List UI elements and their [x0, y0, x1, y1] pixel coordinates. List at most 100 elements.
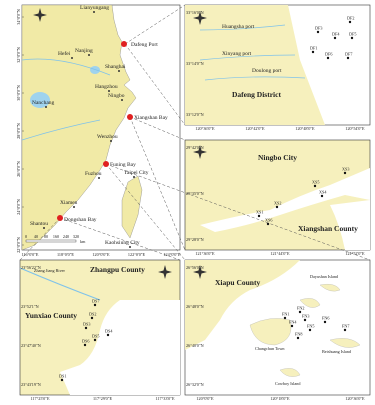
station-label: DF7 [345, 52, 352, 57]
connector [19, 217, 181, 261]
city-label: Nanchang [32, 100, 55, 106]
lat-label: 28°0'0"N [16, 123, 21, 139]
station-label: DF2 [347, 16, 354, 21]
connector [129, 116, 186, 251]
station-dot [275, 205, 279, 209]
sea [60, 300, 180, 395]
station-dot [323, 320, 327, 324]
station-dot [298, 310, 302, 314]
station-dot [83, 343, 87, 347]
city-dot [71, 57, 73, 59]
place-label: Doulong port [252, 68, 282, 74]
lat-label: 23°52'1"N [21, 304, 39, 309]
station-label: FN7 [342, 324, 349, 329]
lon-label: 120°18'0"E [270, 396, 290, 400]
lat-label: 33°14'0"N [186, 61, 204, 66]
city-dot [43, 227, 45, 229]
station-dot [308, 328, 312, 332]
station-label: FN6 [322, 316, 329, 321]
place-label: Dayushan Island [310, 274, 339, 279]
lat-label: 34°0'0"N [16, 9, 21, 25]
lon-label: 121°44'0"E [270, 251, 290, 256]
station-label: DF1 [310, 46, 317, 51]
dafeng-land [185, 5, 325, 125]
station-label: DS3 [83, 322, 90, 327]
station-dot [343, 328, 347, 332]
lon-label: 117°33'0"E [155, 396, 175, 400]
city-label: Kaohsiung City [105, 240, 140, 246]
place-label: Huangsha port [222, 24, 255, 30]
station-label: XS3 [342, 167, 349, 172]
port-label: Funing Bay [110, 162, 136, 168]
city-dot [108, 90, 110, 92]
station-label: DS1 [59, 374, 66, 379]
compass [193, 145, 207, 159]
lat-label: 26°48'0"N [186, 304, 204, 309]
station-dot [93, 338, 97, 342]
city-dot [133, 176, 135, 178]
lon-label: 117°25'0"E [30, 396, 50, 400]
station-dot [93, 303, 97, 307]
lat-label: 26°40'0"N [186, 343, 204, 348]
station-label: XS5 [312, 180, 319, 185]
place-label: Beishuang Island [322, 349, 352, 354]
city-label: Hangzhou [95, 84, 118, 90]
city-label: Xiamen [60, 200, 78, 206]
lon-label: 118°0'0"E [57, 252, 74, 257]
station-label: XS2 [274, 201, 281, 206]
lat-label: 26°32'0"N [186, 382, 204, 387]
lon-label: 120°54'0"E [345, 126, 365, 131]
place-label: Changchun Town [255, 346, 285, 351]
station-dot [257, 214, 261, 218]
connector [105, 163, 371, 261]
city-dot [118, 70, 120, 72]
lon-label: 120°42'0"E [245, 126, 265, 131]
city-dot [129, 246, 131, 248]
station-dot [106, 333, 110, 337]
station-label: FN5 [307, 324, 314, 329]
station-label: FN4 [289, 320, 297, 325]
station-dot [290, 324, 294, 328]
scale-tick: 40 [34, 234, 38, 239]
compass [193, 11, 207, 25]
sea [330, 200, 370, 250]
station-dot [84, 326, 88, 330]
river [21, 58, 111, 141]
city-label: Taipei City [124, 170, 149, 176]
station-label: DS7 [92, 299, 99, 304]
place-label: Cowboy Island [275, 381, 301, 386]
taiwan [121, 175, 143, 239]
station-dot [303, 318, 307, 322]
port-label: Dongshan Bay [64, 217, 97, 223]
xiapu-land [185, 260, 300, 350]
station-label: DS4 [105, 329, 113, 334]
city-dot [73, 206, 75, 208]
station-label: DF5 [349, 32, 356, 37]
station-dot [343, 171, 347, 175]
lat-label: 30°0'0"N [16, 85, 21, 101]
station-dot [313, 184, 317, 188]
lon-label: 120°0'0"E [196, 396, 214, 400]
city-dot [98, 177, 100, 179]
port-marker [103, 161, 109, 167]
port-marker [121, 41, 127, 47]
islands [249, 284, 361, 377]
bay-water [200, 168, 370, 232]
station-label: DS5 [92, 334, 99, 339]
lat-label: 29°28'0"N [186, 237, 204, 242]
lon-label: 121°52'0"E [345, 251, 365, 256]
station-dot [311, 50, 315, 54]
station-label: DF4 [332, 32, 340, 37]
station-dot [316, 30, 320, 34]
lon-label: 120°36'0"E [195, 126, 215, 131]
place-label: Dafeng District [232, 90, 281, 99]
city-label: Lianyungang [80, 5, 109, 11]
station-dot [333, 36, 337, 40]
place-label: Ningbo City [258, 153, 297, 162]
station-label: DS6 [82, 339, 89, 344]
station-label: XS1 [256, 210, 263, 215]
lat-label: 24°0'0"N [16, 199, 21, 215]
connector [124, 4, 186, 126]
